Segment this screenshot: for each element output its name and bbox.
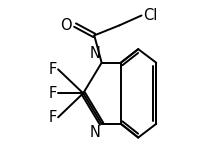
Text: N: N xyxy=(89,46,100,61)
Text: F: F xyxy=(48,110,57,125)
Text: F: F xyxy=(48,86,57,101)
Text: F: F xyxy=(48,62,57,77)
Text: O: O xyxy=(61,18,72,33)
Text: N: N xyxy=(89,125,100,140)
Text: Cl: Cl xyxy=(143,8,157,23)
